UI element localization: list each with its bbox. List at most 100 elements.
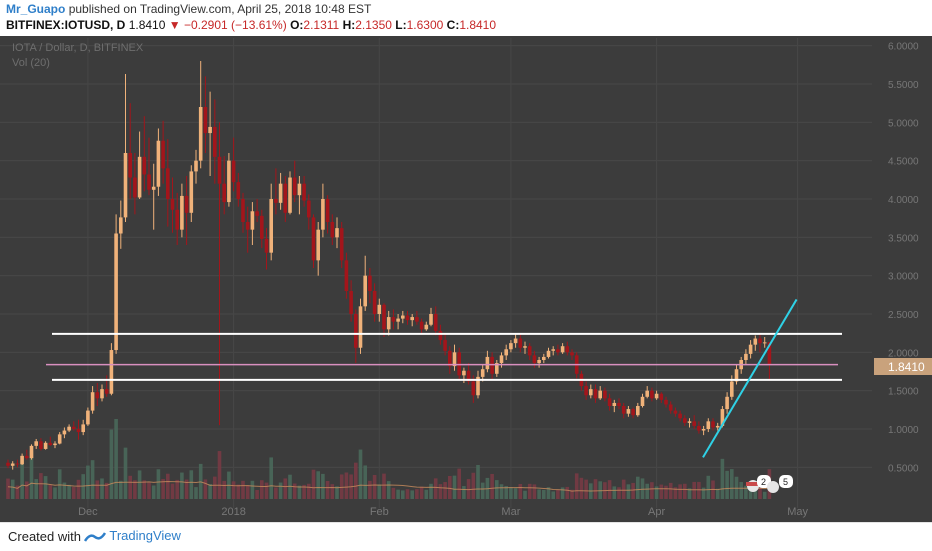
candles <box>6 61 772 470</box>
volume-bar <box>565 486 570 499</box>
volume-bar <box>151 485 156 499</box>
candle-body <box>170 199 175 210</box>
x-tick-label: 2018 <box>221 506 245 518</box>
volume-bar <box>156 469 161 499</box>
trend-line[interactable] <box>702 298 798 458</box>
author-link[interactable]: Mr_Guapo <box>6 2 66 16</box>
volume-bar <box>29 451 34 499</box>
volume-bar <box>170 483 175 499</box>
candle-body <box>438 330 443 341</box>
volume-bar <box>76 479 81 499</box>
volume-bar <box>527 483 532 499</box>
y-tick-label: 5.0000 <box>888 118 919 129</box>
candle-body <box>556 349 560 353</box>
candle-body <box>128 153 132 178</box>
volume-bar <box>184 479 189 499</box>
volume-bar <box>217 451 222 499</box>
volume-bar <box>161 479 165 499</box>
candle-body <box>523 346 527 348</box>
candle-body <box>513 338 518 344</box>
y-tick-label: 3.5000 <box>888 233 919 244</box>
candle-body <box>142 156 147 175</box>
price-axis[interactable] <box>872 36 932 522</box>
volume-bar <box>579 477 584 499</box>
candle-body <box>95 392 100 399</box>
candle-body <box>297 183 302 196</box>
candle-body <box>424 324 429 330</box>
volume-bar <box>650 482 654 499</box>
price-tag-text: 1.8410 <box>888 360 925 374</box>
volume-bar <box>335 486 339 499</box>
candle-body <box>222 183 226 203</box>
candle-body <box>166 168 170 199</box>
level-lines[interactable] <box>46 298 842 458</box>
volume-bar <box>607 480 612 499</box>
volume-bar <box>438 484 443 499</box>
candle-body <box>701 429 706 431</box>
volume-bar <box>612 486 617 499</box>
volume-bar <box>532 484 537 499</box>
candle-body <box>452 352 457 367</box>
candle-body <box>560 346 565 353</box>
candle-body <box>457 352 461 376</box>
y-tick-label: 2.5000 <box>888 310 919 321</box>
candle-body <box>184 195 189 213</box>
volume-bar <box>419 486 424 499</box>
candle-body <box>48 442 53 446</box>
candle-body <box>20 455 24 465</box>
candle-body <box>15 463 20 465</box>
candle-body <box>316 229 320 261</box>
candle-body <box>419 321 424 330</box>
volume-bar <box>401 490 405 499</box>
candle-body <box>368 275 372 291</box>
tradingview-link[interactable]: TradingView <box>83 528 181 543</box>
marker-2[interactable] <box>779 475 793 488</box>
candle-body <box>448 350 452 367</box>
volume-bar <box>372 475 377 499</box>
y-tick-label: 2.0000 <box>888 348 919 359</box>
volume-bar <box>137 470 142 499</box>
candle-body <box>471 381 476 396</box>
volume-bar <box>405 489 410 499</box>
volume-bar <box>325 481 330 499</box>
volume-bar <box>424 489 429 499</box>
chart-background <box>0 36 932 522</box>
volume-bars <box>6 419 772 499</box>
candle-body <box>76 429 81 433</box>
y-tick-label: 0.5000 <box>888 463 919 474</box>
volume-bar <box>715 488 720 499</box>
candle-body <box>241 199 245 222</box>
volume-bar <box>504 486 508 499</box>
volume-bar <box>114 419 118 499</box>
volume-bar <box>278 482 283 499</box>
candle-body <box>100 389 104 399</box>
volume-bar <box>90 460 95 499</box>
candle-body <box>34 441 38 446</box>
flag-icon-2[interactable] <box>767 481 779 493</box>
y-tick-label: 4.5000 <box>888 157 919 168</box>
candle-body <box>697 425 701 431</box>
volume-bar <box>123 447 128 499</box>
watermark-vol: Vol (20) <box>12 57 50 69</box>
candle-body <box>358 306 363 348</box>
volume-bar <box>433 478 438 499</box>
candle-body <box>213 126 217 157</box>
y-tick-label: 3.0000 <box>888 272 919 283</box>
chart-area[interactable]: IOTA / Dollar, D, BITFINEX Vol (20) 6.00… <box>0 36 932 522</box>
candle-body <box>753 338 758 345</box>
candle-body <box>119 217 123 234</box>
volume-bar <box>222 480 226 499</box>
candle-body <box>25 455 29 459</box>
volume-bar <box>241 480 245 499</box>
x-tick-label: Dec <box>78 506 98 518</box>
candle-body <box>410 317 414 321</box>
volume-bar <box>758 487 762 499</box>
event-markers[interactable]: 2 5 <box>746 475 793 493</box>
candle-body <box>335 228 339 238</box>
volume-bar <box>687 488 692 499</box>
candle-body <box>236 182 241 199</box>
volume-bar <box>344 472 349 499</box>
price-chart[interactable]: IOTA / Dollar, D, BITFINEX Vol (20) 6.00… <box>0 36 932 522</box>
volume-bar <box>57 469 62 499</box>
volume-bar <box>95 480 100 499</box>
